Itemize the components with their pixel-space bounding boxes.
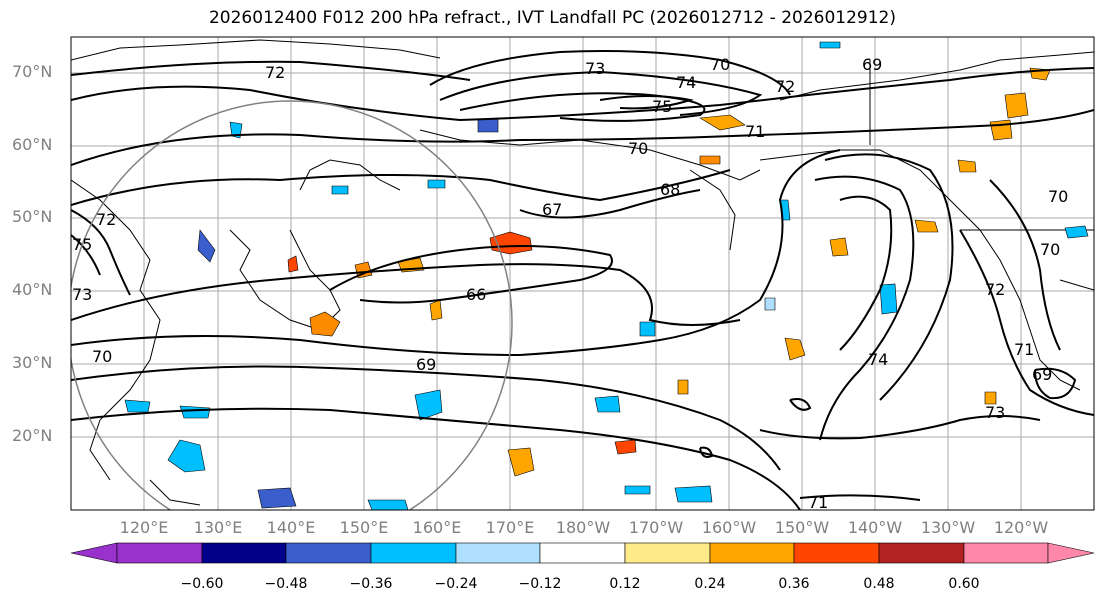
lon-label: 180°W — [555, 518, 611, 537]
contour-label: 71 — [745, 122, 765, 141]
colorbar-extend-right — [1047, 542, 1095, 564]
contour-label: 69 — [1032, 365, 1052, 384]
colorbar-tick-label: 0.36 — [778, 576, 810, 592]
colorbar-bin — [201, 542, 287, 564]
contour-label: 70 — [1040, 240, 1060, 259]
anomaly-shading — [124, 41, 1089, 510]
contour-label: 66 — [466, 285, 486, 304]
lon-label: 130°W — [920, 518, 976, 537]
contour-label: 72 — [985, 280, 1005, 299]
colorbar-tick-label: −0.36 — [349, 576, 393, 592]
lon-label: 140°E — [266, 518, 316, 537]
contour-label-group: 72 73 70 69 74 75 72 71 70 67 66 69 70 7… — [72, 55, 1068, 512]
contour-label: 74 — [868, 350, 888, 369]
contour-label: 74 — [676, 73, 696, 92]
contour-label: 72 — [265, 63, 285, 82]
contour-label: 70 — [628, 139, 648, 158]
colorbar-bin — [539, 542, 626, 564]
lon-label: 120°E — [119, 518, 169, 537]
colorbar-tick-label: 0.12 — [609, 576, 641, 592]
lon-label: 120°W — [993, 518, 1049, 537]
map-frame — [70, 36, 1095, 511]
lon-label: 170°W — [628, 518, 684, 537]
contour-label: 69 — [862, 55, 882, 74]
colorbar-bin — [709, 542, 795, 564]
colorbar-bin — [455, 542, 541, 564]
lat-label: 60°N — [12, 135, 53, 154]
contour-label: 68 — [660, 180, 680, 199]
map-title: 2026012400 F012 200 hPa refract., IVT La… — [208, 8, 896, 28]
contour-label: 75 — [652, 97, 672, 116]
colorbar-tick-label: 0.48 — [863, 576, 895, 592]
lon-label: 130°E — [193, 518, 243, 537]
lat-label: 20°N — [12, 426, 53, 445]
contour-label: 71 — [808, 493, 828, 512]
contour-label: 75 — [72, 235, 92, 254]
colorbar-bin — [878, 542, 965, 564]
lat-label: 70°N — [12, 62, 53, 81]
lon-label: 150°E — [339, 518, 389, 537]
refractivity-contours — [71, 50, 1094, 510]
contour-label: 71 — [1014, 340, 1034, 359]
contour-label: 70 — [92, 347, 112, 366]
landfall-radius-circle — [71, 100, 513, 510]
contour-label: 72 — [775, 77, 795, 96]
colorbar-tick-label: −0.12 — [518, 576, 562, 592]
lon-label: 160°E — [412, 518, 462, 537]
colorbar-tick-label: 0.60 — [948, 576, 980, 592]
lon-label: 170°E — [485, 518, 535, 537]
contour-label: 73 — [72, 285, 92, 304]
contour-label: 67 — [542, 200, 562, 219]
contour-label: 73 — [585, 59, 605, 78]
colorbar-extend-left — [70, 542, 118, 564]
contour-label: 73 — [985, 403, 1005, 422]
lon-label: 160°W — [701, 518, 757, 537]
lat-label: 50°N — [12, 207, 53, 226]
colorbar — [70, 542, 1095, 564]
contour-label: 69 — [416, 355, 436, 374]
colorbar-bin — [793, 542, 880, 564]
colorbar-bin — [370, 542, 457, 564]
lon-label: 140°W — [847, 518, 903, 537]
colorbar-bin — [116, 542, 203, 564]
lat-label: 30°N — [12, 353, 53, 372]
colorbar-tick-label: −0.24 — [434, 576, 478, 592]
colorbar-bin — [963, 542, 1049, 564]
contour-label: 70 — [710, 55, 730, 74]
contour-label: 70 — [1048, 187, 1068, 206]
colorbar-tick-label: −0.48 — [264, 576, 308, 592]
colorbar-bin — [285, 542, 372, 564]
lat-label: 40°N — [12, 280, 53, 299]
contour-label: 72 — [96, 210, 116, 229]
colorbar-tick-label: −0.60 — [180, 576, 224, 592]
colorbar-tick-label: 0.24 — [694, 576, 726, 592]
lon-label: 150°W — [774, 518, 830, 537]
colorbar-bin — [624, 542, 711, 564]
